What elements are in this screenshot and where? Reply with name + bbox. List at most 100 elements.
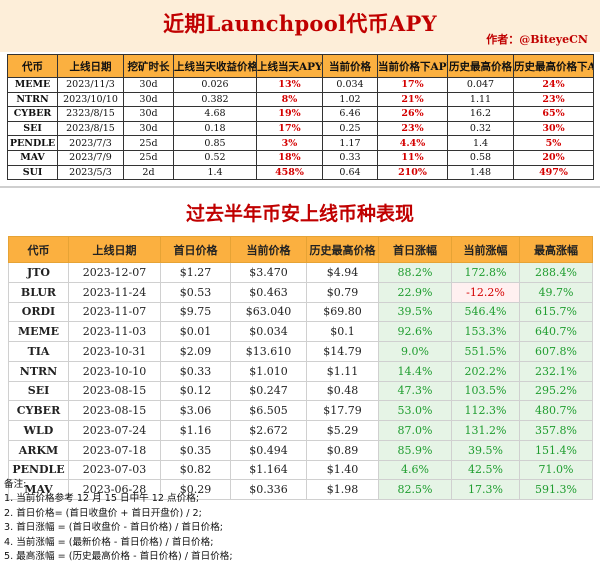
table-cell: $1.40 — [306, 459, 379, 481]
table-cell: $5.29 — [306, 420, 379, 441]
col-header: 历史最高价格 — [447, 54, 514, 78]
table-cell: 22.9% — [378, 281, 452, 303]
table-cell: $0.494 — [230, 439, 307, 461]
table-cell: SUI — [7, 164, 58, 181]
table-cell: 288.4% — [519, 262, 593, 283]
table-cell: 25d — [123, 149, 174, 166]
col-header: 最高涨幅 — [519, 236, 593, 263]
table-cell: -12.2% — [451, 281, 520, 303]
notes-heading: 备注: — [4, 479, 27, 490]
table-cell: BLUR — [8, 281, 69, 303]
table-row: WLD 2023-07-24 $1.16 $2.672 $5.29 87.0% 131.2%… — [8, 420, 593, 441]
table-row: NTRN 2023/10/10 30d 0.382 8% 1.02 21% 1.11 23% — [7, 91, 594, 108]
table-cell: 0.382 — [173, 91, 257, 108]
section-divider — [0, 186, 600, 188]
table-row: PENDLE 2023/7/3 25d 0.85 3% 1.17 4.4% 1.4 5% — [7, 135, 594, 151]
table-cell: 85.9% — [378, 439, 452, 461]
table-cell: 0.58 — [447, 149, 514, 166]
table-cell: 357.8% — [519, 420, 593, 441]
col-header: 上线日期 — [68, 236, 161, 263]
table-cell: 92.6% — [378, 321, 452, 342]
table-cell: 2023/8/15 — [57, 120, 124, 137]
table-cell: 82.5% — [378, 479, 452, 500]
launchpool-banner: 近期Launchpool代币APY 作者：@BiteyeCN — [0, 0, 600, 52]
table-cell: $0.247 — [230, 380, 307, 402]
table-cell: 591.3% — [519, 479, 593, 500]
col-header: 当前涨幅 — [451, 236, 520, 263]
table-cell: 1.17 — [322, 135, 378, 151]
table-cell: 19% — [256, 106, 323, 122]
table-cell: PENDLE — [8, 459, 69, 481]
author-credit: 作者：@BiteyeCN — [486, 33, 588, 46]
notes-block: 备注: 1. 当前价格参考 12 月 15 日中午 12 点价格; 2. 首日价… — [4, 478, 596, 564]
table-cell: 0.52 — [173, 149, 257, 166]
table-cell: 20% — [513, 149, 594, 166]
table-cell: 1.02 — [322, 91, 378, 108]
table-cell: 18% — [256, 149, 323, 166]
table-cell: $0.29 — [160, 479, 231, 500]
table-cell: $1.11 — [306, 360, 379, 382]
table-row: ARKM 2023-07-18 $0.35 $0.494 $0.89 85.9% 39.5%… — [8, 439, 593, 461]
col-header: 当前价格 — [230, 236, 307, 263]
table-cell: 2023-11-03 — [68, 321, 161, 342]
table-cell: 30d — [123, 120, 174, 137]
table-row: BLUR 2023-11-24 $0.53 $0.463 $0.79 22.9% -12.2… — [8, 281, 593, 303]
table-cell: 24% — [513, 77, 594, 93]
table-cell: $0.79 — [306, 281, 379, 303]
table-cell: 232.1% — [519, 360, 593, 382]
table-cell: 25d — [123, 135, 174, 151]
table-cell: $0.82 — [160, 459, 231, 481]
launchpool-apy-table: 代币 上线日期 挖矿时长 上线当天收益价格 上线当天APY 当前价格 当前价格下… — [7, 54, 594, 181]
table-cell: 5% — [513, 135, 594, 151]
table-cell: MAV — [7, 149, 58, 166]
col-header: 上线当天APY — [256, 54, 323, 78]
launchpool-header-row: 代币 上线日期 挖矿时长 上线当天收益价格 上线当天APY 当前价格 当前价格下… — [7, 54, 594, 78]
table-cell: 39.5% — [451, 439, 520, 461]
table-cell: CYBER — [8, 400, 69, 421]
table-cell: $6.505 — [230, 400, 307, 421]
table-cell: 13% — [256, 77, 323, 93]
table-cell: 2023/7/3 — [57, 135, 124, 151]
table-cell: 65% — [513, 106, 594, 122]
table-cell: $0.01 — [160, 321, 231, 342]
table-cell: 88.2% — [378, 262, 452, 283]
table-cell: 153.3% — [451, 321, 520, 342]
table-cell: 1.11 — [447, 91, 514, 108]
table-cell: 8% — [256, 91, 323, 108]
table-cell: 30d — [123, 77, 174, 93]
table-cell: $1.164 — [230, 459, 307, 481]
table-cell: 17% — [256, 120, 323, 137]
table-cell: 2023-10-31 — [68, 341, 161, 362]
table-cell: 47.3% — [378, 380, 452, 402]
table-cell: $2.672 — [230, 420, 307, 441]
table-cell: 2023-10-10 — [68, 360, 161, 382]
table-cell: TIA — [8, 341, 69, 362]
table-cell: 607.8% — [519, 341, 593, 362]
table-cell: SEI — [8, 380, 69, 402]
table-cell: 30d — [123, 106, 174, 122]
table-cell: 0.047 — [447, 77, 514, 93]
table-cell: MEME — [8, 321, 69, 342]
table-cell: $3.470 — [230, 262, 307, 283]
table-cell: $2.09 — [160, 341, 231, 362]
table-cell: $3.06 — [160, 400, 231, 421]
table-cell: 6.46 — [322, 106, 378, 122]
table-cell: 30d — [123, 91, 174, 108]
table-cell: 0.33 — [322, 149, 378, 166]
col-header: 首日涨幅 — [378, 236, 452, 263]
table-cell: 2d — [123, 164, 174, 181]
table-cell: 39.5% — [378, 301, 452, 323]
table-cell: $0.35 — [160, 439, 231, 461]
note-item: 2. 首日价格= (首日收盘价 + 首日开盘价) / 2; — [4, 507, 202, 519]
table-cell: 615.7% — [519, 301, 593, 323]
table-cell: 202.2% — [451, 360, 520, 382]
table-cell: 0.034 — [322, 77, 378, 93]
table-cell: 2023-07-24 — [68, 420, 161, 441]
table-cell: 3% — [256, 135, 323, 151]
table-cell: 26% — [377, 106, 448, 122]
table-cell: $0.12 — [160, 380, 231, 402]
table-cell: 1.4 — [173, 164, 257, 181]
table-cell: 172.8% — [451, 262, 520, 283]
table-cell: 2023-08-15 — [68, 400, 161, 421]
table-cell: 2023-07-03 — [68, 459, 161, 481]
